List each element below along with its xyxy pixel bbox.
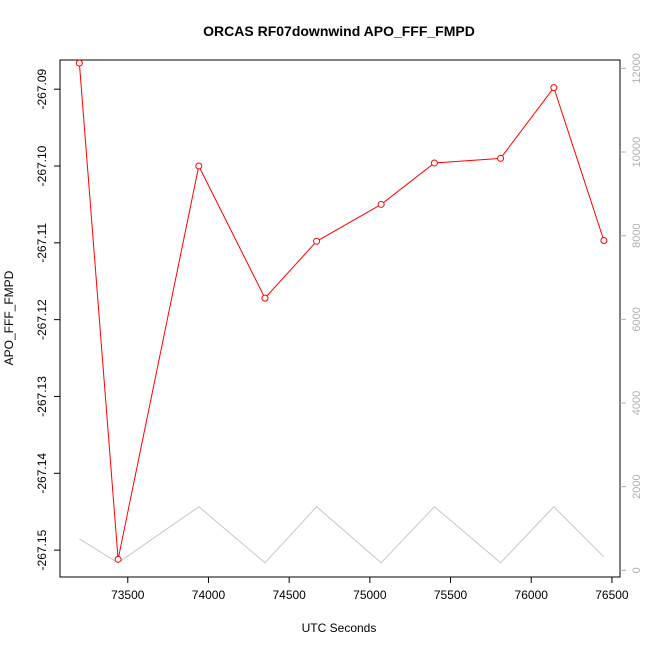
series-layer: [75, 59, 608, 564]
y2-tick-label: 0: [631, 567, 643, 573]
x-tick-label: 74500: [272, 588, 306, 602]
y-axis-label: APO_FFF_FMPD: [2, 270, 16, 365]
x-tick-label: 74000: [192, 588, 226, 602]
series-line-apo-fff-fmpd: [78, 63, 605, 560]
x-tick-label: 76000: [515, 588, 549, 602]
y2-tick-label: 8000: [631, 223, 643, 247]
data-point: [195, 162, 203, 170]
y2-tick-label: 10000: [631, 137, 643, 168]
y2-axis: 0 2000 4000 6000 8000 10000 12000: [620, 53, 643, 573]
y2-tick-label: 12000: [631, 53, 643, 84]
y2-tick-label: 2000: [631, 474, 643, 498]
data-point: [497, 154, 505, 162]
series-line-altitude: [79, 506, 605, 564]
y2-tick-label: 6000: [631, 307, 643, 331]
x-tick-label: 73500: [111, 588, 145, 602]
data-point: [550, 84, 558, 92]
x-axis-label: UTC Seconds: [302, 621, 377, 635]
data-point: [261, 294, 269, 302]
y-tick-label: -267.13: [35, 376, 49, 417]
data-point: [600, 237, 608, 245]
y2-tick-label: 4000: [631, 391, 643, 415]
y-tick-label: -267.09: [35, 69, 49, 110]
plot-frame: [59, 59, 621, 578]
data-point: [377, 200, 385, 208]
y-tick-label: -267.15: [35, 529, 49, 570]
x-axis: 73500 74000 74500 75000 75500 76000 76500: [111, 577, 629, 602]
data-point: [114, 555, 122, 563]
y-tick-label: -267.12: [35, 299, 49, 340]
y-tick-label: -267.11: [35, 223, 49, 263]
y-axis: -267.09 -267.10 -267.11 -267.12 -267.13 -267.…: [35, 69, 60, 570]
chart-title: ORCAS RF07downwind APO_FFF_FMPD: [203, 23, 475, 39]
y-tick-label: -267.10: [35, 145, 49, 186]
x-tick-label: 75500: [434, 588, 468, 602]
data-point: [75, 59, 83, 67]
data-point: [313, 237, 321, 245]
x-tick-label: 76500: [595, 588, 629, 602]
data-point: [430, 159, 438, 167]
x-tick-label: 75000: [353, 588, 387, 602]
y-tick-label: -267.14: [35, 453, 49, 494]
